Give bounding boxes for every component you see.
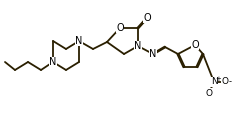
Text: +: + [215, 76, 221, 82]
Text: N: N [75, 36, 83, 46]
Text: O: O [191, 40, 199, 50]
Text: -: - [228, 78, 232, 86]
Text: O: O [116, 23, 124, 33]
Text: N: N [149, 49, 157, 59]
Text: O: O [205, 88, 212, 97]
Text: O: O [222, 78, 228, 86]
Text: N: N [211, 78, 217, 86]
Text: N: N [49, 57, 57, 67]
Text: O: O [143, 13, 151, 23]
Text: N: N [134, 41, 142, 51]
